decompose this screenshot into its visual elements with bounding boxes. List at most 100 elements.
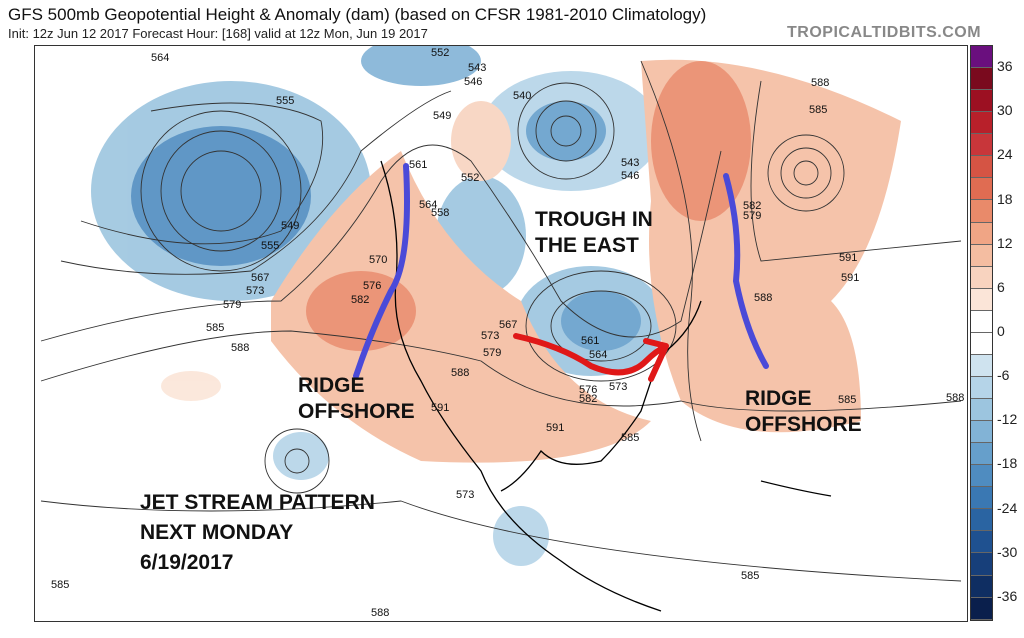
colorbar-segment: [971, 134, 992, 157]
annotation-trough: TROUGH IN THE EAST: [535, 208, 653, 257]
jet-stream-arrow: [513, 333, 669, 382]
colorbar-segment: [971, 354, 992, 377]
contour-label: 558: [431, 207, 449, 219]
colorbar-tick-label: -24: [997, 499, 1018, 516]
colorbar-segment: [971, 266, 992, 289]
contour-label: 582: [579, 393, 597, 405]
contour-label: 573: [456, 489, 474, 501]
contour-label: 588: [811, 77, 829, 89]
contour-label: 561: [409, 159, 427, 171]
contour-label: 585: [206, 322, 224, 334]
contour-label: 579: [743, 210, 761, 222]
colorbar-tick-label: 0: [997, 323, 1005, 339]
contour-label: 549: [281, 220, 299, 232]
colorbar-tick-label: 30: [997, 102, 1013, 119]
positive-anomaly-west: [271, 151, 651, 463]
colorbar-tick-label: -12: [997, 411, 1018, 428]
contour-label: 576: [579, 384, 597, 396]
contour-label: 546: [464, 76, 482, 88]
contour-label: 573: [609, 381, 627, 393]
contour-label: 573: [481, 330, 499, 342]
colorbar-tick-label: 36: [997, 58, 1013, 75]
contour-label: 567: [499, 319, 517, 331]
contour-label: 573: [246, 285, 264, 297]
colorbar-segment: [971, 421, 992, 444]
map-title: GFS 500mb Geopotential Height & Anomaly …: [8, 5, 707, 24]
colorbar-segment: [971, 575, 992, 598]
annotation-caption: JET STREAM PATTERN NEXT MONDAY 6/19/2017: [140, 491, 375, 574]
colorbar-tick-label: 6: [997, 278, 1005, 295]
ridge-line-west: [353, 163, 410, 379]
colorbar: [970, 45, 993, 621]
contour-label: 552: [431, 47, 449, 59]
colorbar-segment: [971, 443, 992, 466]
contour-label: 549: [433, 110, 451, 122]
contour-label: 585: [51, 579, 69, 591]
contour-label: 591: [546, 422, 564, 434]
contour-label: 543: [621, 157, 639, 169]
ridge-axis-east: [723, 173, 769, 369]
contour-label: 546: [621, 170, 639, 182]
colorbar-segment: [971, 46, 992, 69]
contour-label: 570: [369, 254, 387, 266]
coastlines: [380, 160, 832, 612]
colorbar-tick-label: -30: [997, 543, 1018, 560]
contour-label: 555: [261, 240, 279, 252]
contour-label: 579: [223, 299, 241, 311]
colorbar-segment: [971, 200, 992, 223]
brand-watermark: TROPICALTIDBITS.COM: [787, 24, 982, 41]
contour-label: 591: [839, 252, 857, 264]
colorbar-segment: [971, 68, 992, 91]
contour-label: 588: [946, 392, 964, 404]
contour-label: 540: [513, 90, 531, 102]
colorbar-segment: [971, 222, 992, 245]
contour-label: 555: [276, 95, 294, 107]
colorbar-segment: [971, 509, 992, 532]
contour-label: 591: [841, 272, 859, 284]
colorbar-segment: [971, 465, 992, 488]
colorbar-tick-label: 18: [997, 190, 1013, 207]
colorbar-segment: [971, 531, 992, 554]
anomaly-fills: [91, 46, 901, 566]
colorbar-tick-label: -18: [997, 455, 1018, 472]
colorbar-segment: [971, 90, 992, 113]
colorbar-tick-label: -36: [997, 587, 1018, 604]
colorbar-segment: [971, 332, 992, 355]
contour-label: 543: [468, 62, 486, 74]
map-canvas: 5645555495555675735795855885525435465495…: [40, 46, 964, 619]
contour-label: 585: [621, 432, 639, 444]
map-subtitle: Init: 12z Jun 12 2017 Forecast Hour: [16…: [8, 26, 428, 41]
ridge-axis-west: [353, 163, 410, 379]
colorbar-segment: [971, 288, 992, 311]
contour-label: 579: [483, 347, 501, 359]
colorbar-segment: [971, 487, 992, 510]
contour-label: 582: [743, 200, 761, 212]
contour-label: 591: [431, 402, 449, 414]
contour-label: 588: [371, 607, 389, 619]
colorbar-segment: [971, 178, 992, 201]
contour-label: 588: [231, 342, 249, 354]
weather-map: 564 555 549 555 567 573 579 585 588 552 543 546 549 5…: [34, 45, 968, 622]
contour-label: 576: [363, 280, 381, 292]
contour-label: 564: [151, 52, 169, 64]
colorbar-segment: [971, 399, 992, 422]
contour-label: 561: [581, 335, 599, 347]
contour-label: 552: [461, 172, 479, 184]
colorbar-segment: [971, 244, 992, 267]
contour-label: 585: [838, 394, 856, 406]
contour-label: 564: [419, 199, 437, 211]
colorbar-segment: [971, 597, 992, 620]
colorbar-segment: [971, 376, 992, 399]
height-contours: [40, 60, 962, 582]
annotation-ridge-east: RIDGE OFFSHORE: [745, 387, 862, 436]
contour-label: 582: [351, 294, 369, 306]
colorbar-segment: [971, 112, 992, 135]
colorbar-segment: [971, 156, 992, 179]
colorbar-tick-label: 24: [997, 146, 1013, 163]
annotation-ridge-west: RIDGE OFFSHORE: [298, 374, 415, 423]
contour-labels: 5645555495555675735795855885525435465495…: [51, 47, 964, 619]
contour-label: 567: [251, 272, 269, 284]
contour-label: 588: [451, 367, 469, 379]
colorbar-segment: [971, 310, 992, 333]
contour-label: 564: [589, 349, 607, 361]
